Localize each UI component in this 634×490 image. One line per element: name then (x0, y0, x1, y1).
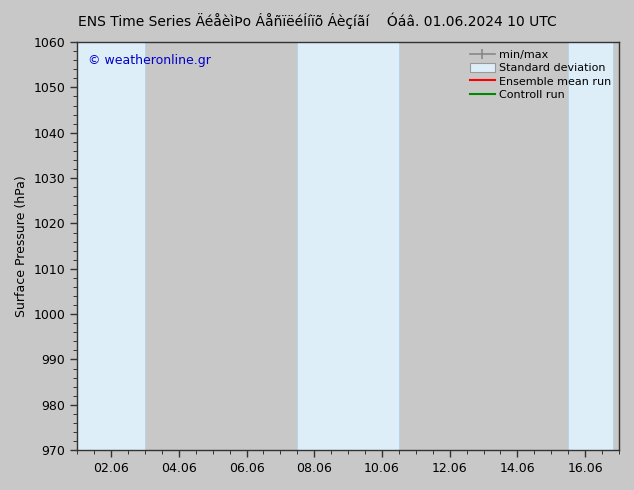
Text: ENS Time Series ÄéåèìÞo ÁåñïëéÍíïõ Áèçíãí    Óáâ. 01.06.2024 10 UTC: ENS Time Series ÄéåèìÞo ÁåñïëéÍíïõ Áèçíã… (77, 12, 557, 29)
Legend: min/max, Standard deviation, Ensemble mean run, Controll run: min/max, Standard deviation, Ensemble me… (468, 48, 614, 102)
Bar (297, 42, 399, 450)
Y-axis label: Surface Pressure (hPa): Surface Pressure (hPa) (15, 175, 28, 317)
Text: © weatheronline.gr: © weatheronline.gr (88, 54, 211, 67)
Bar (568, 42, 613, 450)
Bar (77, 42, 145, 450)
